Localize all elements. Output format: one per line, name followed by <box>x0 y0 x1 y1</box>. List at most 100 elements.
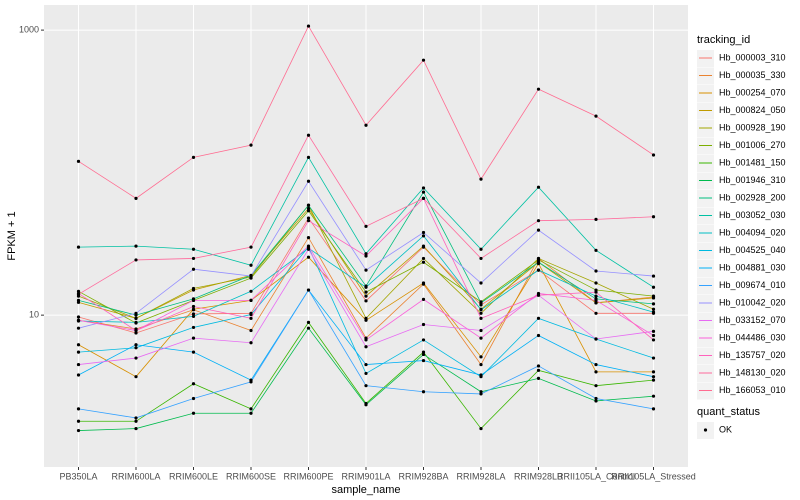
data-point <box>594 384 598 388</box>
data-point <box>594 217 598 221</box>
data-point <box>364 316 368 320</box>
data-point <box>421 186 426 190</box>
x-tick-label: RRIM600SE <box>226 471 276 481</box>
data-point <box>479 177 483 181</box>
data-point <box>651 407 656 411</box>
data-point <box>134 328 138 333</box>
data-point <box>651 370 656 374</box>
data-point <box>594 301 598 305</box>
data-point <box>364 299 368 303</box>
x-tick-label: RRIM600PE <box>283 471 333 481</box>
x-tick-label: PB350LA <box>59 471 97 481</box>
data-point <box>134 419 138 423</box>
data-point <box>76 407 81 411</box>
data-point <box>421 297 426 301</box>
data-point <box>479 336 483 340</box>
data-point <box>364 254 368 258</box>
data-point <box>479 392 483 396</box>
data-point <box>651 356 656 360</box>
data-point <box>191 155 196 159</box>
data-point <box>536 368 541 372</box>
data-point <box>191 312 196 316</box>
x-tick-label: RRIM928BA <box>398 471 448 481</box>
data-point <box>421 350 426 354</box>
data-point <box>76 419 81 423</box>
data-point <box>594 399 598 403</box>
data-point <box>249 289 253 293</box>
data-point <box>594 298 598 302</box>
data-point <box>191 382 196 386</box>
x-axis-title: sample_name <box>331 484 400 496</box>
data-point <box>594 294 598 298</box>
data-point <box>536 333 541 338</box>
x-tick-label: RRIM600LA <box>111 471 160 481</box>
data-point <box>536 87 541 91</box>
data-point <box>651 338 656 342</box>
data-point <box>594 362 598 367</box>
data-point <box>306 236 311 240</box>
data-point <box>651 153 656 157</box>
data-point <box>651 378 656 382</box>
data-point <box>421 338 426 342</box>
data-point <box>191 267 196 271</box>
data-point <box>249 274 253 278</box>
legend-label: Hb_044486_030 <box>719 332 786 342</box>
x-tick-label: RRIM600LE <box>169 471 218 481</box>
x-tick-label: RRIM901LA <box>341 471 390 481</box>
data-point <box>76 159 81 163</box>
data-point <box>134 331 138 335</box>
data-point <box>249 143 253 147</box>
data-point <box>134 316 138 320</box>
data-point <box>421 58 426 62</box>
data-point <box>364 123 368 127</box>
data-point <box>421 322 426 327</box>
data-point <box>479 247 483 251</box>
data-point <box>191 314 196 318</box>
data-point <box>191 336 196 340</box>
data-point <box>479 256 483 261</box>
legend-label: Hb_001006_270 <box>719 140 786 150</box>
legend-label: Hb_004881_030 <box>719 262 786 272</box>
legend-label: Hb_148130_020 <box>719 367 786 377</box>
data-point <box>364 362 368 367</box>
data-point <box>421 352 426 357</box>
data-point <box>479 328 483 333</box>
data-point <box>306 320 311 324</box>
data-point <box>364 294 368 298</box>
data-point <box>421 260 426 264</box>
data-point <box>594 290 598 294</box>
data-point <box>651 329 656 333</box>
legend-label: Hb_000003_310 <box>719 52 786 62</box>
data-point <box>306 24 311 28</box>
data-point <box>76 343 81 347</box>
data-point <box>134 311 138 315</box>
data-point <box>76 428 81 433</box>
data-point <box>134 343 138 347</box>
data-point <box>306 255 311 259</box>
data-point <box>76 326 81 330</box>
data-point <box>249 312 253 317</box>
data-point <box>479 308 483 312</box>
legend-label: Hb_004525_040 <box>719 245 786 255</box>
data-point <box>651 285 656 289</box>
y-tick-label: 10 <box>29 310 39 320</box>
data-point <box>76 315 81 319</box>
legend-swatch <box>703 428 708 432</box>
data-point <box>594 311 598 315</box>
data-point <box>134 416 138 420</box>
data-point <box>249 316 253 320</box>
data-point <box>536 293 541 297</box>
data-point <box>191 286 196 291</box>
data-point <box>191 304 196 309</box>
data-point <box>306 326 311 330</box>
data-point <box>134 346 138 350</box>
legend-title: tracking_id <box>697 34 750 46</box>
data-point <box>651 394 656 398</box>
data-point <box>364 224 368 228</box>
legend-label: Hb_000035_330 <box>719 70 786 80</box>
data-point <box>249 328 253 333</box>
data-point <box>306 219 311 223</box>
legend-label: Hb_000254_070 <box>719 87 786 97</box>
data-point <box>421 281 426 285</box>
data-point <box>536 364 541 368</box>
